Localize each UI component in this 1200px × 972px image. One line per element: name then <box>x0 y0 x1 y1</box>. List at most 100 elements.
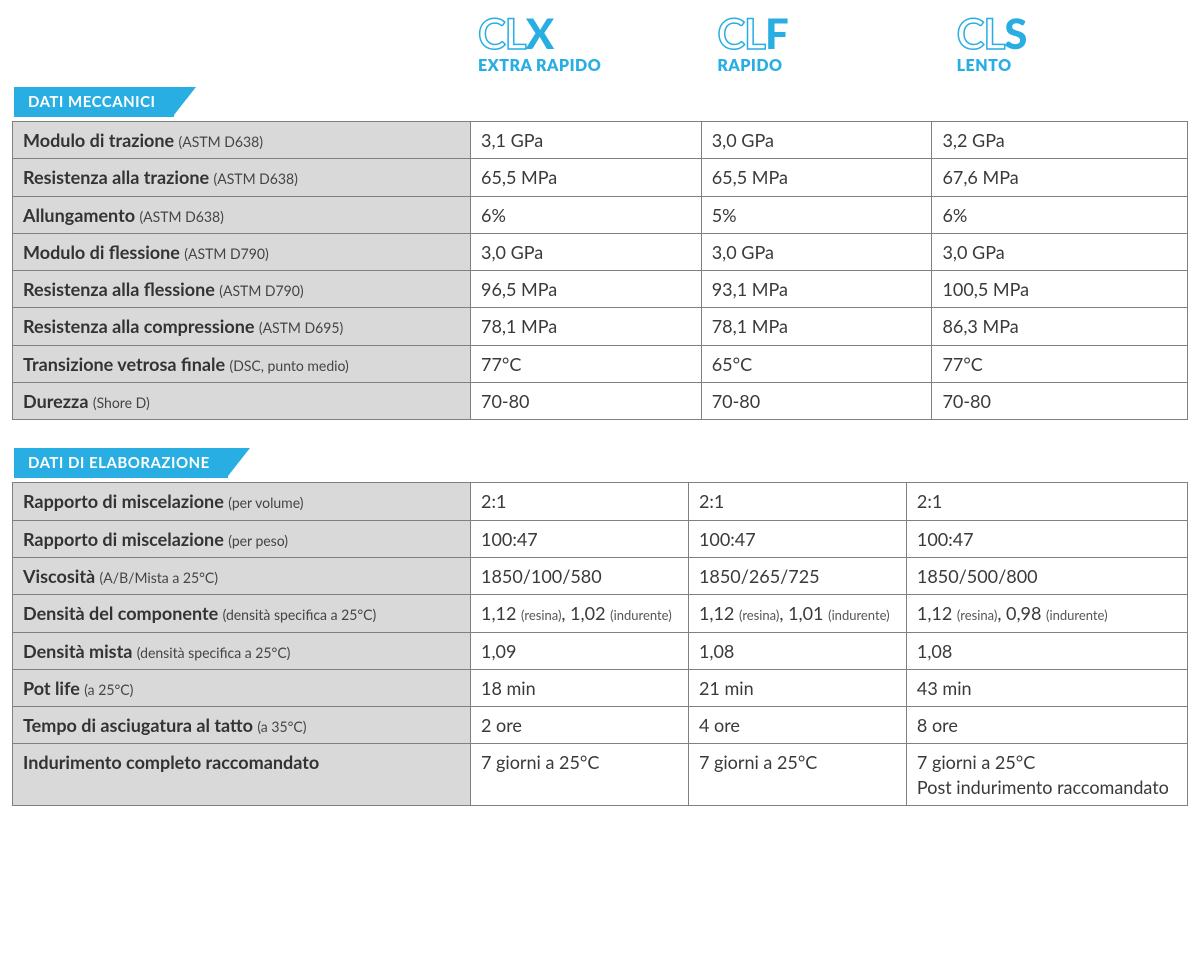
value-text: 2:1 <box>481 490 506 512</box>
value-text: 77°C <box>942 353 982 375</box>
value-text: 1850/500/800 <box>917 565 1038 587</box>
value-annotation: (indurente) <box>1046 607 1108 623</box>
value-text: 2:1 <box>699 490 724 512</box>
product-subtitle: EXTRA RAPIDO <box>478 56 709 75</box>
value-text: 2 ore <box>481 714 522 736</box>
value-annotation: (resina) <box>739 607 779 623</box>
value-text: 100:47 <box>917 528 974 550</box>
row-label-main: Allungamento <box>23 204 135 226</box>
row-label-main: Resistenza alla compressione <box>23 315 254 337</box>
value-text: 1,12 <box>917 602 957 624</box>
row-label: Resistenza alla trazione (ASTM D638) <box>13 159 471 196</box>
value-text: 3,0 GPa <box>481 241 543 263</box>
row-value: 1,08 <box>688 632 906 669</box>
table-row: Resistenza alla compressione (ASTM D695)… <box>13 308 1188 345</box>
table-row: Densità del componente (densità specific… <box>13 595 1188 632</box>
product-logo: CLS <box>957 12 1188 54</box>
row-label: Rapporto di miscelazione (per peso) <box>13 520 471 557</box>
value-text: 3,0 GPa <box>942 241 1004 263</box>
row-value: 3,0 GPa <box>471 233 702 270</box>
row-value: 86,3 MPa <box>932 308 1188 345</box>
row-value: 2:1 <box>471 483 689 520</box>
row-label-sub: (ASTM D695) <box>259 319 343 336</box>
value-extra-line: Post indurimento raccomandato <box>917 775 1177 799</box>
row-label-main: Indurimento completo raccomandato <box>23 751 319 773</box>
row-label-sub: (ASTM D638) <box>214 170 298 187</box>
row-label: Transizione vetrosa finale (DSC, punto m… <box>13 345 471 382</box>
value-text: 3,0 GPa <box>712 129 774 151</box>
table-row: Resistenza alla flessione (ASTM D790) 96,… <box>13 271 1188 308</box>
row-value: 1850/500/800 <box>906 557 1187 594</box>
row-label-sub: (Shore D) <box>93 394 150 411</box>
row-label-sub: (ASTM D638) <box>179 133 263 150</box>
value-text: 70-80 <box>942 390 990 412</box>
row-label: Densità mista (densità specifica a 25°C) <box>13 632 471 669</box>
value-text: 6% <box>481 204 506 226</box>
row-label-main: Rapporto di miscelazione <box>23 528 224 550</box>
row-value: 1,09 <box>471 632 689 669</box>
value-annotation: (resina) <box>521 607 561 623</box>
product-subtitle: RAPIDO <box>717 56 948 75</box>
product-prefix: CL <box>478 8 526 58</box>
section-header: DATI MECCANICI <box>14 87 174 117</box>
row-value: 70-80 <box>471 383 702 420</box>
row-label: Modulo di trazione (ASTM D638) <box>13 122 471 159</box>
value-text: 100:47 <box>481 528 538 550</box>
row-label-main: Modulo di flessione <box>23 241 180 263</box>
table-row: Rapporto di miscelazione (per volume) 2:1… <box>13 483 1188 520</box>
value-text: 18 min <box>481 677 536 699</box>
row-value: 77°C <box>471 345 702 382</box>
row-label-main: Densità del componente <box>23 602 218 624</box>
row-value: 7 giorni a 25°CPost indurimento raccoman… <box>906 744 1187 806</box>
value-text: , 1,02 <box>561 602 610 624</box>
row-value: 67,6 MPa <box>932 159 1188 196</box>
row-value: 100:47 <box>688 520 906 557</box>
value-annotation: (resina) <box>957 607 997 623</box>
row-value: 1,08 <box>906 632 1187 669</box>
value-text: 100,5 MPa <box>942 278 1029 300</box>
value-text: 67,6 MPa <box>942 166 1018 188</box>
table-row: Resistenza alla trazione (ASTM D638) 65,5… <box>13 159 1188 196</box>
row-label: Viscosità (A/B/Mista a 25°C) <box>13 557 471 594</box>
table-row: Rapporto di miscelazione (per peso) 100:4… <box>13 520 1188 557</box>
value-text: 1,08 <box>917 640 952 662</box>
value-text: 70-80 <box>481 390 529 412</box>
row-label: Rapporto di miscelazione (per volume) <box>13 483 471 520</box>
row-label: Densità del componente (densità specific… <box>13 595 471 632</box>
value-text: 8 ore <box>917 714 958 736</box>
row-value: 93,1 MPa <box>701 271 932 308</box>
row-value: 18 min <box>471 669 689 706</box>
row-value: 6% <box>932 196 1188 233</box>
row-label-main: Rapporto di miscelazione <box>23 490 224 512</box>
row-label-sub: (densità specifica a 25°C) <box>223 606 377 623</box>
value-text: 43 min <box>917 677 972 699</box>
row-label-main: Viscosità <box>23 565 95 587</box>
row-value: 3,2 GPa <box>932 122 1188 159</box>
value-text: 1,08 <box>699 640 734 662</box>
value-text: 1850/265/725 <box>699 565 820 587</box>
row-label-sub: (a 35°C) <box>257 718 306 735</box>
product-header-cls: CLS LENTO <box>949 12 1188 75</box>
row-value: 65,5 MPa <box>701 159 932 196</box>
row-value: 21 min <box>688 669 906 706</box>
value-text: , 1,01 <box>779 602 828 624</box>
value-text: 100:47 <box>699 528 756 550</box>
value-text: 96,5 MPa <box>481 278 557 300</box>
row-label: Resistenza alla flessione (ASTM D790) <box>13 271 471 308</box>
value-text: 86,3 MPa <box>942 315 1018 337</box>
table-row: Durezza (Shore D)70-8070-8070-80 <box>13 383 1188 420</box>
value-text: 78,1 MPa <box>481 315 557 337</box>
row-value: 3,0 GPa <box>701 122 932 159</box>
row-value: 1,12 (resina), 0,98 (indurente) <box>906 595 1187 632</box>
row-value: 70-80 <box>932 383 1188 420</box>
value-text: 78,1 MPa <box>712 315 788 337</box>
value-text: 7 giorni a 25°C <box>917 751 1035 773</box>
product-prefix: CL <box>717 8 765 58</box>
row-value: 78,1 MPa <box>471 308 702 345</box>
value-text: 77°C <box>481 353 521 375</box>
table-row: Densità mista (densità specifica a 25°C)… <box>13 632 1188 669</box>
row-label-main: Densità mista <box>23 640 132 662</box>
product-prefix: CL <box>957 8 1005 58</box>
value-text: 5% <box>712 204 737 226</box>
value-text: 4 ore <box>699 714 740 736</box>
